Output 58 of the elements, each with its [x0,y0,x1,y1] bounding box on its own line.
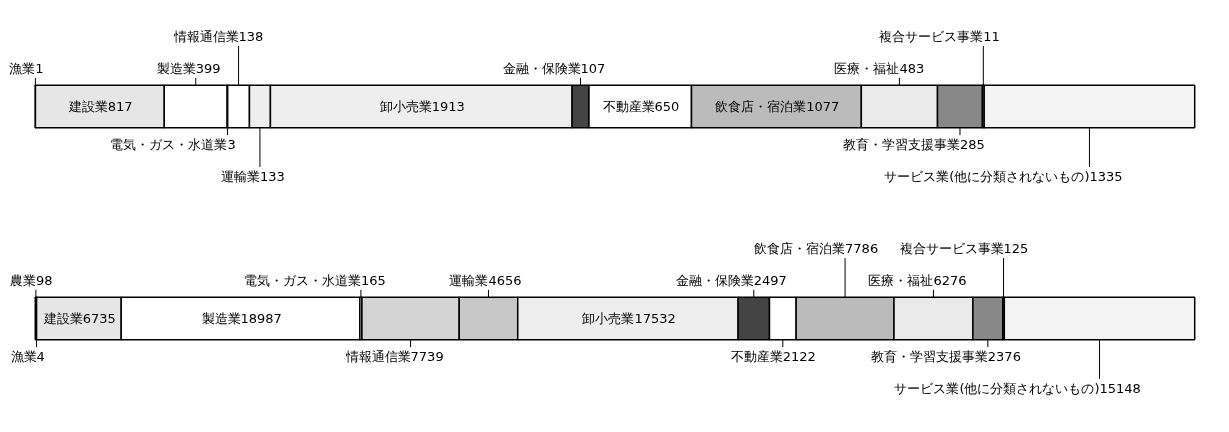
text: 複合サービス事業 [879,29,984,45]
data-label: 483 [899,60,925,76]
text: サービス業(他に分類されないもの) [894,380,1100,396]
data-label: 138 [238,29,264,45]
data-label: 1913 [431,99,465,114]
text: 情報通信業 [172,29,239,45]
data-label: 1335 [1089,168,1123,184]
data-label: 3 [227,137,236,153]
data-label: 17532 [634,311,676,326]
data-label: 11 [983,29,1000,45]
data-label: 2376 [987,349,1021,365]
series-label: 金融・保険業 [675,272,754,288]
series-label: 建設業 [42,311,83,326]
data-label: 7739 [410,349,444,365]
data-label: 1 [35,60,44,76]
series-label: 卸小売業 [582,311,635,326]
series-label: 金融・保険業 [502,60,581,76]
text: サービス業(他に分類されないもの) [884,168,1090,184]
data-label: 2122 [782,349,816,365]
data-label: 125 [1003,241,1029,257]
data-label: 133 [259,168,285,184]
series-label: 漁業 [10,349,37,365]
data-label: 15148 [1099,380,1141,396]
data-label: 4656 [488,272,522,288]
series-label: 製造業 [156,60,196,76]
series-label: 電気・ガス・水道業 [243,272,361,288]
series-label: 情報通信業 [344,349,411,365]
series-label: 農業 [9,272,36,288]
series-label: 不動産業 [730,349,783,365]
data-label: 1077 [806,99,840,114]
series-label: 運輸業 [449,272,489,288]
data-label: 650 [654,99,680,114]
text: 複合サービス事業 [899,241,1004,257]
series-label: 教育・学習支援事業 [842,137,960,153]
data-label: 2497 [753,272,787,288]
series-label: 医療・福祉 [868,272,934,288]
data-label: 6735 [82,311,116,326]
data-label: 4 [36,349,45,365]
data-label: 107 [580,60,606,76]
series-label: 建設業 [67,99,108,114]
data-label: 165 [360,272,386,288]
series-label: 製造業 [201,311,241,326]
series-label: 飲食店・宿泊業 [715,99,807,114]
series-label: 不動産業 [602,99,655,114]
series-label: 教育・学習支援事業 [870,349,988,365]
data-label: 6276 [933,272,967,288]
series-label: 電気・ガス・水道業 [110,137,228,153]
data-label: 7786 [845,241,879,257]
text: 飲食店・宿泊業 [754,241,846,257]
data-label: 817 [107,99,133,114]
data-label: 399 [195,60,221,76]
series-label: 漁業 [9,60,36,76]
series-label: 卸小売業 [379,99,432,114]
data-label: 98 [35,272,53,288]
series-label: 医療・福祉 [834,60,900,76]
data-label: 285 [959,137,985,153]
text: 運輸業 [220,168,260,184]
data-label: 18987 [240,311,282,326]
